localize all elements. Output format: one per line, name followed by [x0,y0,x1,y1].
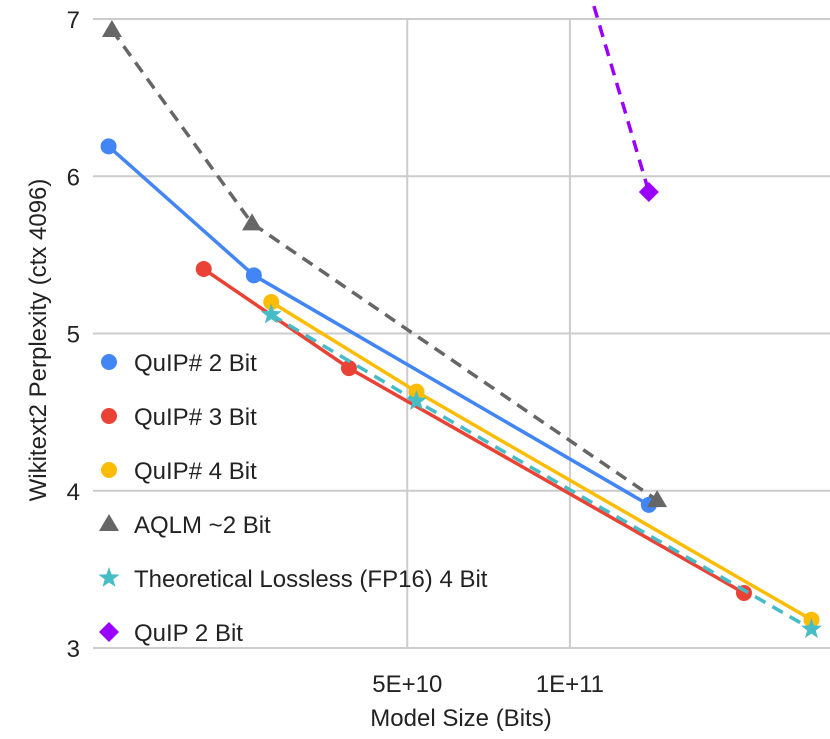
y-tick-label: 3 [67,636,80,663]
series-line [110,28,659,502]
series-line [590,0,651,193]
series-line [202,267,745,595]
gridlines [93,18,830,649]
legend-marker [99,514,119,531]
data-point [801,618,822,638]
legend: QuIP# 2 Bit QuIP# 3 Bit QuIP# 4 Bit AQLM ~2… [98,350,488,647]
legend-marker [98,567,120,587]
data-point [101,20,122,38]
data-point [340,360,357,377]
x-tick-label: 1E+11 [536,671,604,698]
data-point [638,181,659,202]
data-point [245,267,262,284]
legend-label: QuIP 2 Bit [134,620,243,647]
series-line [107,145,650,507]
legend-label: QuIP# 2 Bit [134,350,257,377]
y-tick-label: 4 [67,479,80,506]
tick-labels: 3 4 5 6 7 5E+10 1E+11 [67,7,604,698]
data-point [263,294,280,311]
data-point [242,213,263,231]
y-tick-label: 6 [67,164,80,191]
legend-marker [101,408,117,424]
legend-label: QuIP# 4 Bit [134,458,257,485]
legend-marker [101,354,117,370]
data-point [260,303,282,324]
x-tick-label: 5E+10 [372,671,442,698]
legend-label: Theoretical Lossless (FP16) 4 Bit [134,566,488,593]
legend-label: QuIP# 3 Bit [134,404,257,431]
data-point [647,490,668,508]
series-group [100,0,822,638]
y-axis-label: Wikitext2 Perplexity (ctx 4096) [25,179,52,502]
y-tick-label: 7 [67,7,80,34]
legend-marker [101,462,117,478]
x-axis-label: Model Size (Bits) [370,705,551,732]
legend-label: AQLM ~2 Bit [134,512,271,539]
data-point [406,390,427,410]
legend-marker [99,622,119,642]
data-point [100,138,117,155]
y-tick-label: 5 [67,322,80,349]
data-point [195,261,212,278]
